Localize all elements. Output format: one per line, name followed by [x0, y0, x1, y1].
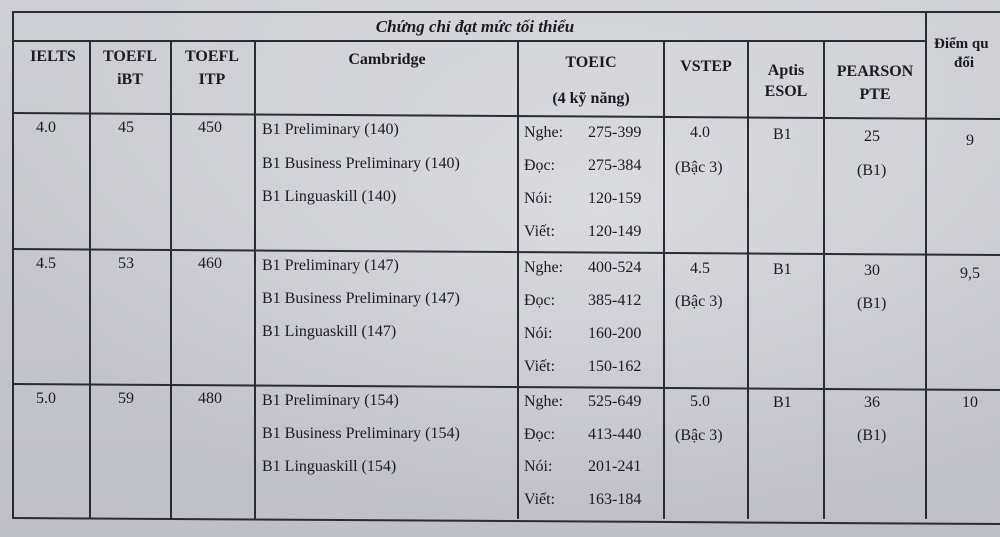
row1-vstep: 4.0	[690, 124, 710, 141]
row3-cambridge-1: B1 Preliminary (154)	[262, 392, 399, 409]
row3-vstep-level: (Bậc 3)	[675, 427, 723, 444]
row2-aptis: B1	[773, 261, 792, 278]
row3-toeic-range-2: 413-440	[588, 426, 642, 443]
row3-toeic-range-1: 525-649	[588, 393, 642, 410]
row1-pearson-level: (B1)	[857, 162, 887, 179]
header-vstep: VSTEP	[680, 58, 732, 75]
row2-toefl-itp: 460	[198, 255, 222, 272]
rule-col-cambridge	[517, 40, 519, 519]
row1-pearson: 25	[864, 128, 880, 145]
row3-toeic-skill-3: Nói:	[524, 458, 553, 475]
row3-toeic-range-4: 163-184	[588, 491, 642, 508]
row2-cambridge-2: B1 Business Preliminary (147)	[262, 290, 460, 307]
row3-score: 10	[962, 394, 978, 411]
row2-toeic-skill-1: Nghe:	[524, 259, 564, 276]
row2-toeic-skill-3: Nói:	[524, 325, 553, 342]
row2-ielts: 4.5	[36, 255, 56, 272]
row3-toeic-range-3: 201-241	[588, 458, 642, 475]
rule-col-pearson	[925, 11, 927, 519]
row2-toeic-range-4: 150-162	[588, 358, 642, 375]
row1-cambridge-2: B1 Business Preliminary (140)	[262, 155, 460, 172]
row1-cambridge-1: B1 Preliminary (140)	[262, 121, 399, 138]
row3-ielts: 5.0	[36, 390, 56, 407]
row1-toeic-skill-1: Nghe:	[524, 124, 564, 141]
header-toefl-itp-line2: ITP	[198, 71, 226, 88]
row2-cambridge-1: B1 Preliminary (147)	[262, 257, 399, 274]
header-aptis-line1: Aptis	[767, 62, 805, 79]
row3-toeic-skill-1: Nghe:	[524, 393, 564, 410]
row3-cambridge-2: B1 Business Preliminary (154)	[262, 425, 460, 442]
rule-bottom	[11, 517, 1000, 526]
header-cambridge: Cambridge	[348, 51, 426, 68]
header-toefl-itp-line1: TOEFL	[185, 48, 239, 65]
rule-col-toeic	[663, 40, 665, 519]
row2-vstep: 4.5	[690, 260, 710, 277]
row1-cambridge-3: B1 Linguaskill (140)	[262, 188, 397, 205]
row2-toeic-skill-4: Viết:	[524, 358, 556, 375]
row2-score: 9,5	[960, 265, 980, 282]
row3-toefl-ibt: 59	[118, 390, 134, 407]
row1-toeic-range-4: 120-149	[588, 223, 642, 240]
row1-toeic-skill-2: Đọc:	[524, 157, 556, 174]
row1-toefl-itp: 450	[198, 119, 222, 136]
rule-col-vstep	[747, 40, 749, 519]
row3-vstep: 5.0	[690, 393, 710, 410]
row1-vstep-level: (Bậc 3)	[675, 159, 723, 176]
rule-header-bottom	[11, 112, 1000, 121]
header-pearson-line1: PEARSON	[836, 63, 914, 80]
row2-toeic-range-1: 400-524	[588, 259, 642, 276]
row1-toeic-skill-3: Nói:	[524, 190, 553, 207]
row1-score: 9	[966, 132, 974, 149]
row2-pearson-level: (B1)	[857, 295, 887, 312]
rule-col-aptis	[823, 40, 825, 519]
header-score-line2: đổi	[954, 55, 975, 71]
row2-toeic-skill-2: Đọc:	[524, 292, 556, 309]
header-toefl-ibt-line1: TOEFL	[103, 48, 157, 65]
row1-aptis: B1	[773, 126, 792, 143]
rule-row1-bottom	[11, 248, 1000, 257]
header-toeic-line2: (4 kỹ năng)	[552, 90, 630, 107]
row1-toeic-range-3: 120-159	[588, 190, 642, 207]
rule-col-left	[12, 11, 14, 519]
header-pearson-line2: PTE	[859, 86, 891, 103]
row1-ielts: 4.0	[36, 119, 56, 136]
header-score-line1: Điểm qu	[934, 36, 989, 52]
row3-aptis: B1	[773, 394, 792, 411]
rule-col-ielts	[89, 40, 91, 519]
row3-pearson: 36	[864, 394, 880, 411]
header-aptis-line2: ESOL	[764, 83, 808, 100]
rule-title-bottom	[12, 40, 926, 42]
header-toefl-ibt-line2: iBT	[117, 71, 143, 88]
header-toeic-line1: TOEIC	[565, 54, 617, 71]
row1-toeic-skill-4: Viết:	[524, 223, 556, 240]
row1-toeic-range-2: 275-384	[588, 157, 642, 174]
row2-toefl-ibt: 53	[118, 255, 134, 272]
row2-cambridge-3: B1 Linguaskill (147)	[262, 323, 397, 340]
row2-vstep-level: (Bậc 3)	[675, 293, 723, 310]
row1-toefl-ibt: 45	[118, 119, 134, 136]
row3-toeic-skill-4: Viết:	[524, 491, 556, 508]
row2-pearson: 30	[864, 262, 880, 279]
row2-toeic-range-3: 160-200	[588, 325, 642, 342]
rule-col-toefl-ibt	[170, 40, 172, 519]
row3-cambridge-3: B1 Linguaskill (154)	[262, 458, 397, 475]
row3-toeic-skill-2: Đọc:	[524, 426, 556, 443]
table-title: Chứng chỉ đạt mức tối thiểu	[375, 17, 575, 36]
rule-row2-bottom	[11, 383, 1000, 392]
rule-col-toefl-itp	[254, 40, 256, 519]
row1-toeic-range-1: 275-399	[588, 124, 642, 141]
rule-top	[12, 11, 1000, 13]
row2-toeic-range-2: 385-412	[588, 292, 642, 309]
header-ielts: IELTS	[30, 48, 76, 65]
row3-pearson-level: (B1)	[857, 427, 887, 444]
row3-toefl-itp: 480	[198, 390, 222, 407]
